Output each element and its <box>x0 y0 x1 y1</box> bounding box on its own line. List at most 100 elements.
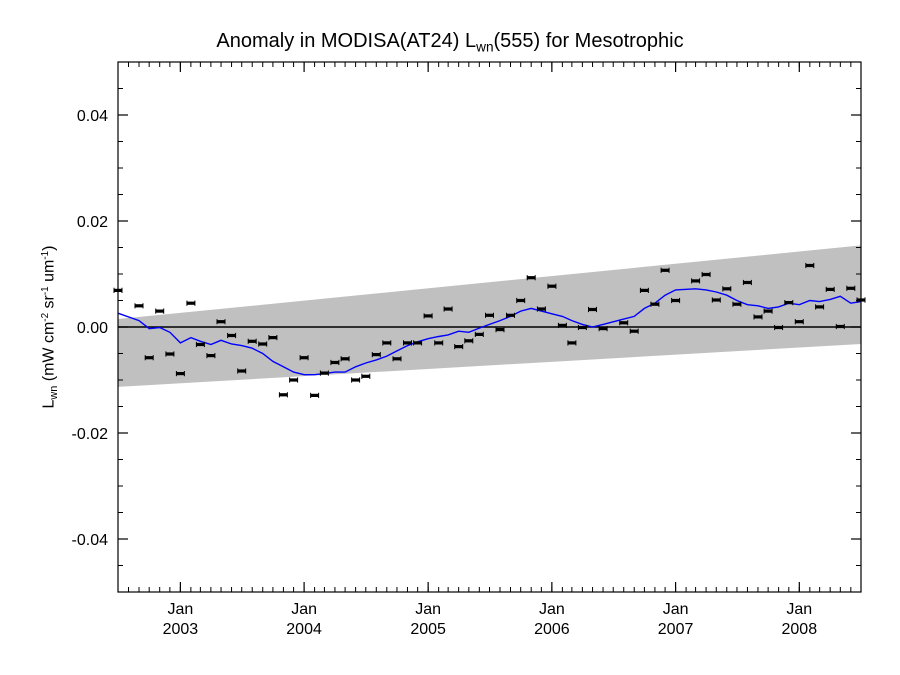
data-point-marker <box>341 357 350 361</box>
data-point-marker <box>516 298 525 303</box>
data-point-marker <box>444 307 453 311</box>
data-point-marker <box>485 313 494 317</box>
data-point-marker <box>496 328 504 332</box>
data-point-marker <box>300 356 309 360</box>
data-point-39 <box>526 275 536 281</box>
data-point-41 <box>547 283 557 289</box>
data-point-marker <box>279 393 288 397</box>
x-tick-year-4: 2007 <box>658 621 694 638</box>
data-point-marker <box>784 301 793 305</box>
data-point-49 <box>639 287 649 293</box>
data-point-19 <box>319 370 329 376</box>
data-point-11 <box>237 368 247 374</box>
data-point-42 <box>557 322 567 328</box>
x-tick-month-5: Jan <box>786 601 812 618</box>
data-point-marker <box>289 378 298 382</box>
data-point-marker <box>393 357 401 361</box>
data-point-48 <box>629 328 639 334</box>
axes-layer: 0.04 0.02 0.00 -0.02 -0.04 Jan 2003 Jan 2004 Jan 2… <box>72 61 862 638</box>
data-point-marker <box>258 342 267 346</box>
data-point-24 <box>371 352 381 358</box>
data-point-20 <box>330 359 340 366</box>
data-point-marker <box>743 280 752 285</box>
data-point-marker <box>196 342 205 347</box>
x-tick-month-1: Jan <box>291 601 317 618</box>
data-point-28 <box>413 340 423 346</box>
data-point-marker <box>764 309 773 313</box>
data-point-67 <box>835 323 845 330</box>
data-point-marker <box>454 345 463 349</box>
data-point-marker <box>434 341 443 345</box>
data-point-45 <box>588 306 597 313</box>
data-point-15 <box>278 392 288 398</box>
data-points-layer <box>113 262 866 398</box>
running-mean-layer <box>117 288 862 376</box>
data-point-marker <box>805 263 814 268</box>
data-point-marker <box>372 353 381 357</box>
data-point-marker <box>712 298 721 302</box>
data-point-35 <box>485 312 494 318</box>
data-point-marker <box>413 341 422 345</box>
data-point-5 <box>175 371 185 377</box>
data-point-marker <box>527 276 536 280</box>
data-point-marker <box>567 341 576 345</box>
data-point-marker <box>382 341 391 345</box>
data-point-18 <box>310 392 320 398</box>
x-tick-year-5: 2008 <box>782 621 818 638</box>
data-point-marker <box>310 393 319 397</box>
data-point-marker <box>578 325 587 330</box>
data-point-marker <box>619 321 628 325</box>
data-point-marker <box>424 314 433 318</box>
data-point-2 <box>144 355 154 361</box>
data-point-30 <box>434 340 444 346</box>
data-point-17 <box>299 355 309 361</box>
data-point-57 <box>732 301 742 307</box>
data-point-47 <box>619 320 629 326</box>
data-point-marker <box>826 287 835 291</box>
title-suffix: (555) for Mesotrophic <box>493 30 684 52</box>
data-point-marker <box>320 371 329 375</box>
data-point-43 <box>567 340 577 346</box>
data-point-marker <box>155 309 164 313</box>
data-point-marker <box>186 301 195 305</box>
data-point-marker <box>176 372 185 376</box>
data-point-marker <box>227 333 236 338</box>
data-point-marker <box>237 369 246 373</box>
y-tick-label-1: 0.02 <box>77 214 108 231</box>
data-point-29 <box>423 313 433 319</box>
data-point-1 <box>134 303 144 309</box>
data-point-58 <box>742 279 752 286</box>
data-point-62 <box>784 300 794 306</box>
data-point-10 <box>227 332 237 339</box>
data-point-68 <box>846 285 856 291</box>
data-point-26 <box>392 356 402 362</box>
x-tick-year-0: 2003 <box>163 621 199 638</box>
data-point-54 <box>701 271 711 278</box>
data-point-marker <box>206 354 215 358</box>
x-tick-month-3: Jan <box>539 601 565 618</box>
chart-title: Anomaly in MODISA(AT24) Lwn(555) for Mes… <box>0 30 900 54</box>
data-point-marker <box>217 320 225 324</box>
data-point-6 <box>186 300 196 306</box>
y-tick-label-3: -0.02 <box>72 426 109 443</box>
data-point-marker <box>588 307 597 312</box>
data-point-4 <box>165 351 175 357</box>
data-point-55 <box>711 297 721 303</box>
data-point-50 <box>650 301 660 307</box>
x-tick-month-0: Jan <box>167 601 193 618</box>
title-prefix: Anomaly in MODISA(AT24) L <box>216 30 477 52</box>
data-point-marker <box>661 268 670 272</box>
data-point-marker <box>671 298 680 303</box>
data-point-64 <box>805 262 815 269</box>
data-point-52 <box>671 297 681 304</box>
data-point-34 <box>474 331 484 337</box>
data-point-60 <box>763 308 773 314</box>
data-point-25 <box>382 340 392 346</box>
data-point-16 <box>289 377 299 383</box>
running-mean-line <box>117 288 862 376</box>
data-point-7 <box>195 341 205 348</box>
x-tick-year-3: 2006 <box>534 621 570 638</box>
data-point-53 <box>691 278 701 284</box>
data-point-14 <box>268 335 278 341</box>
